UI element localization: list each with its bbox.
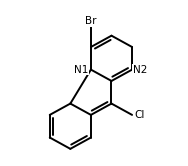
Text: N1: N1 bbox=[74, 65, 88, 75]
Text: Br: Br bbox=[85, 16, 97, 26]
Text: Cl: Cl bbox=[134, 110, 145, 120]
Text: N2: N2 bbox=[133, 65, 147, 75]
